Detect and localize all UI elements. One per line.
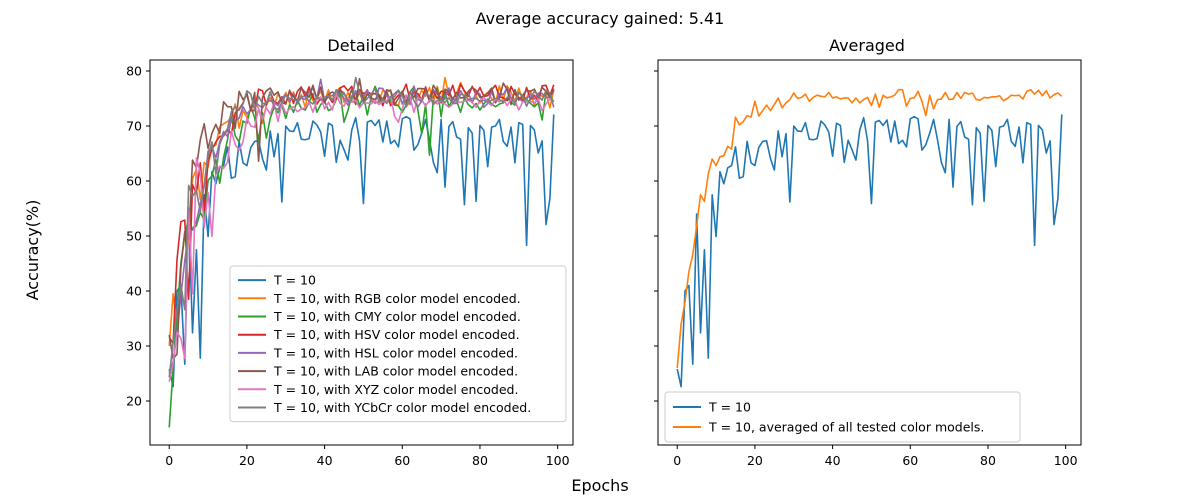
x-tick-label: 100	[546, 453, 570, 468]
figure-suptitle: Average accuracy gained: 5.41	[476, 9, 725, 28]
series-lines	[168, 76, 555, 428]
averaged-legend: T = 10 T = 10, averaged of all tested col…	[664, 391, 1021, 443]
series-line-8	[168, 76, 555, 378]
legend-frame	[229, 265, 567, 423]
averaged-axes-frame	[657, 59, 1082, 446]
y-tick-label: 40	[126, 284, 142, 299]
y-tick-label: 70	[126, 119, 142, 134]
y-tick-label: 20	[126, 394, 142, 409]
x-tick-label: 100	[1054, 453, 1078, 468]
x-tick-label: 80	[472, 453, 488, 468]
detailed-axes-ticks: 0 20 40 60 80 100 20 30 40 50 60 70 80	[126, 64, 570, 469]
legend-label: T = 10, with CMY color model encoded.	[273, 309, 521, 324]
legend-label: T = 10	[273, 273, 316, 288]
legend-frame	[664, 391, 1021, 443]
x-tick-label: 20	[239, 453, 255, 468]
x-tick-label: 60	[902, 453, 918, 468]
legend-label: T = 10, with RGB color model encoded.	[273, 291, 521, 306]
detailed-title: Detailed	[327, 36, 394, 55]
series-line-6	[168, 77, 555, 360]
figure-ylabel: Accuracy(%)	[23, 200, 42, 301]
y-tick-label: 50	[126, 229, 142, 244]
series-line-1	[676, 114, 1063, 388]
averaged-plot-area	[676, 88, 1063, 388]
series-line-1	[168, 114, 555, 388]
series-line-2	[676, 88, 1063, 369]
averaged-axes-ticks: 0 20 40 60 80 100	[654, 70, 1078, 468]
legend-label: T = 10, averaged of all tested color mod…	[708, 420, 984, 435]
y-tick-label: 30	[126, 339, 142, 354]
x-tick-label: 0	[673, 453, 681, 468]
legend-label: T = 10	[708, 400, 751, 415]
series-line-7	[168, 93, 555, 382]
legend-label: T = 10, with HSV color model encoded.	[273, 327, 520, 342]
legend-label: T = 10, with YCbCr color model encoded.	[273, 400, 531, 415]
legend-label: T = 10, with XYZ color model encoded.	[273, 382, 518, 397]
legend-label: T = 10, with HSL color model encoded.	[273, 345, 518, 360]
detailed-legend: T = 10 T = 10, with RGB color model encod…	[229, 265, 567, 423]
averaged-panel: Averaged 0 20 40 60 80 100 T = 10 T = 10, aver…	[654, 36, 1082, 468]
detailed-plot-area	[168, 76, 555, 428]
x-tick-label: 80	[980, 453, 996, 468]
x-tick-label: 0	[165, 453, 173, 468]
x-tick-label: 20	[747, 453, 763, 468]
series-lines	[676, 88, 1063, 388]
averaged-title: Averaged	[829, 36, 905, 55]
y-tick-label: 60	[126, 174, 142, 189]
y-tick-label: 80	[126, 64, 142, 79]
legend-label: T = 10, with LAB color model encoded.	[273, 364, 518, 379]
detailed-axes-frame	[149, 59, 574, 446]
x-tick-label: 60	[394, 453, 410, 468]
detailed-panel: Detailed 0 20 40 60 80 100 20 30 40 50 60 70 80 T = …	[126, 36, 574, 469]
x-tick-label: 40	[825, 453, 841, 468]
figure-xlabel: Epochs	[571, 476, 628, 495]
x-tick-label: 40	[317, 453, 333, 468]
